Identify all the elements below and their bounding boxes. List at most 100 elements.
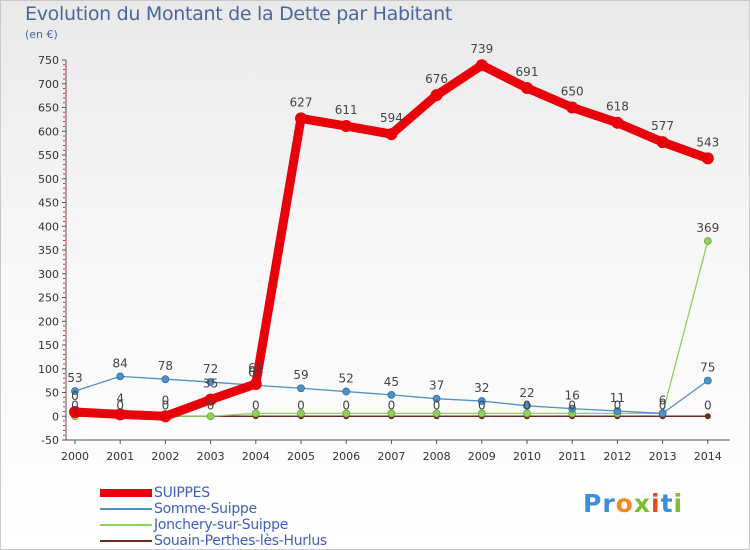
data-label-3: 0 (71, 398, 79, 412)
data-point-2 (342, 409, 351, 418)
data-label-1: 16 (565, 389, 580, 403)
data-label-1: 22 (519, 386, 534, 400)
data-point-0 (566, 101, 579, 114)
y-tick-label: 350 (38, 244, 59, 257)
data-point-1 (387, 390, 396, 399)
data-point-2 (206, 412, 215, 421)
y-tick-label: 450 (38, 197, 59, 210)
logo-letter: i (651, 489, 661, 518)
data-point-2 (703, 237, 712, 245)
data-label-1: 37 (429, 379, 444, 393)
logo-letter: i (673, 489, 684, 518)
x-tick-label: 2011 (558, 450, 586, 463)
data-label-0: 4 (116, 391, 124, 405)
data-point-0 (521, 82, 533, 95)
data-label-0: 691 (516, 65, 539, 79)
data-point-1 (613, 407, 622, 415)
y-tick-label: 700 (38, 78, 59, 91)
x-tick-label: 2010 (513, 450, 541, 463)
data-point-0 (340, 120, 353, 133)
y-tick-label: 0 (52, 410, 59, 423)
data-label-1: 84 (113, 356, 128, 370)
x-tick-label: 2008 (423, 450, 451, 463)
x-tick-label: 2003 (197, 450, 225, 463)
y-tick-label: 550 (38, 149, 59, 162)
data-point-2 (432, 409, 441, 418)
data-point-1 (568, 404, 577, 413)
x-tick-label: 2005 (287, 450, 315, 463)
y-tick-label: 500 (38, 173, 59, 186)
data-label-0: 577 (651, 119, 674, 133)
data-label-3: 0 (207, 398, 215, 412)
data-label-3: 0 (568, 398, 576, 412)
legend-label-jonchery: Jonchery-sur-Suippe (154, 517, 289, 533)
legend-swatch-somme-suippe (100, 508, 152, 510)
data-point-0 (69, 405, 81, 418)
data-point-1 (297, 384, 305, 393)
chart-subtitle: (en €) (25, 28, 58, 41)
data-point-1 (206, 378, 215, 386)
legend-label-souain: Souain-Perthes-lès-Hurlus (154, 533, 327, 549)
logo-letter: x (633, 489, 651, 518)
data-point-1 (71, 387, 79, 395)
logo-letter: r (602, 489, 616, 518)
x-tick-label: 2014 (694, 450, 722, 463)
data-label-1: 32 (474, 381, 489, 395)
data-point-1 (477, 397, 486, 405)
x-tick-label: 2001 (106, 450, 134, 463)
data-label-3: 0 (433, 398, 441, 412)
x-tick-label: 2007 (377, 450, 405, 463)
data-point-0 (656, 136, 669, 149)
data-label-1: 75 (700, 361, 715, 375)
y-tick-label: 300 (38, 268, 59, 281)
data-point-0 (159, 410, 172, 423)
data-label-0: 618 (606, 100, 629, 114)
data-label-1: 11 (610, 391, 625, 405)
legend-label-suippes: SUIPPES (154, 485, 210, 501)
y-tick-label: 50 (45, 387, 59, 400)
data-point-3 (704, 413, 711, 420)
y-tick-label: 650 (38, 102, 59, 115)
data-label-0: 0 (71, 389, 79, 403)
data-label-3: 0 (614, 398, 622, 412)
data-point-2 (523, 409, 531, 418)
data-point-0 (475, 59, 488, 72)
data-point-0 (701, 152, 714, 165)
x-tick-label: 2002 (151, 450, 179, 463)
y-tick-label: 400 (38, 220, 59, 233)
data-point-0 (385, 128, 398, 141)
logo-letter: t (660, 489, 674, 518)
data-label-3: 0 (162, 398, 170, 412)
data-point-2 (387, 409, 396, 418)
data-point-1 (342, 387, 351, 396)
data-point-1 (703, 376, 712, 385)
data-label-1: 72 (203, 362, 218, 376)
x-tick-label: 2004 (242, 450, 270, 463)
data-label-1: 53 (67, 371, 82, 385)
data-point-0 (204, 393, 217, 406)
data-label-3: 0 (116, 398, 124, 412)
data-label-3: 0 (523, 398, 531, 412)
data-point-2 (251, 409, 260, 418)
data-label-1: 52 (339, 372, 354, 386)
data-label-3: 0 (252, 398, 260, 412)
data-label-0: 594 (380, 111, 403, 125)
data-label-3: 0 (478, 398, 486, 412)
y-tick-label: 100 (38, 363, 59, 376)
data-label-1: 78 (158, 359, 173, 373)
chart-title: Evolution du Montant de la Dette par Hab… (25, 3, 453, 25)
data-point-0 (114, 408, 127, 421)
data-label-1: 65 (248, 365, 263, 379)
data-point-1 (116, 372, 125, 381)
data-label-3: 0 (659, 398, 667, 412)
data-point-1 (161, 375, 170, 384)
data-label-1: 45 (384, 375, 399, 389)
data-label-3: 0 (388, 398, 396, 412)
data-point-0 (295, 112, 307, 125)
data-point-0 (611, 116, 624, 129)
data-label-0: 35 (203, 377, 218, 391)
y-tick-label: -50 (41, 434, 59, 447)
proxiti-logo: Proxiti (583, 489, 683, 518)
data-label-0: 627 (290, 95, 313, 109)
